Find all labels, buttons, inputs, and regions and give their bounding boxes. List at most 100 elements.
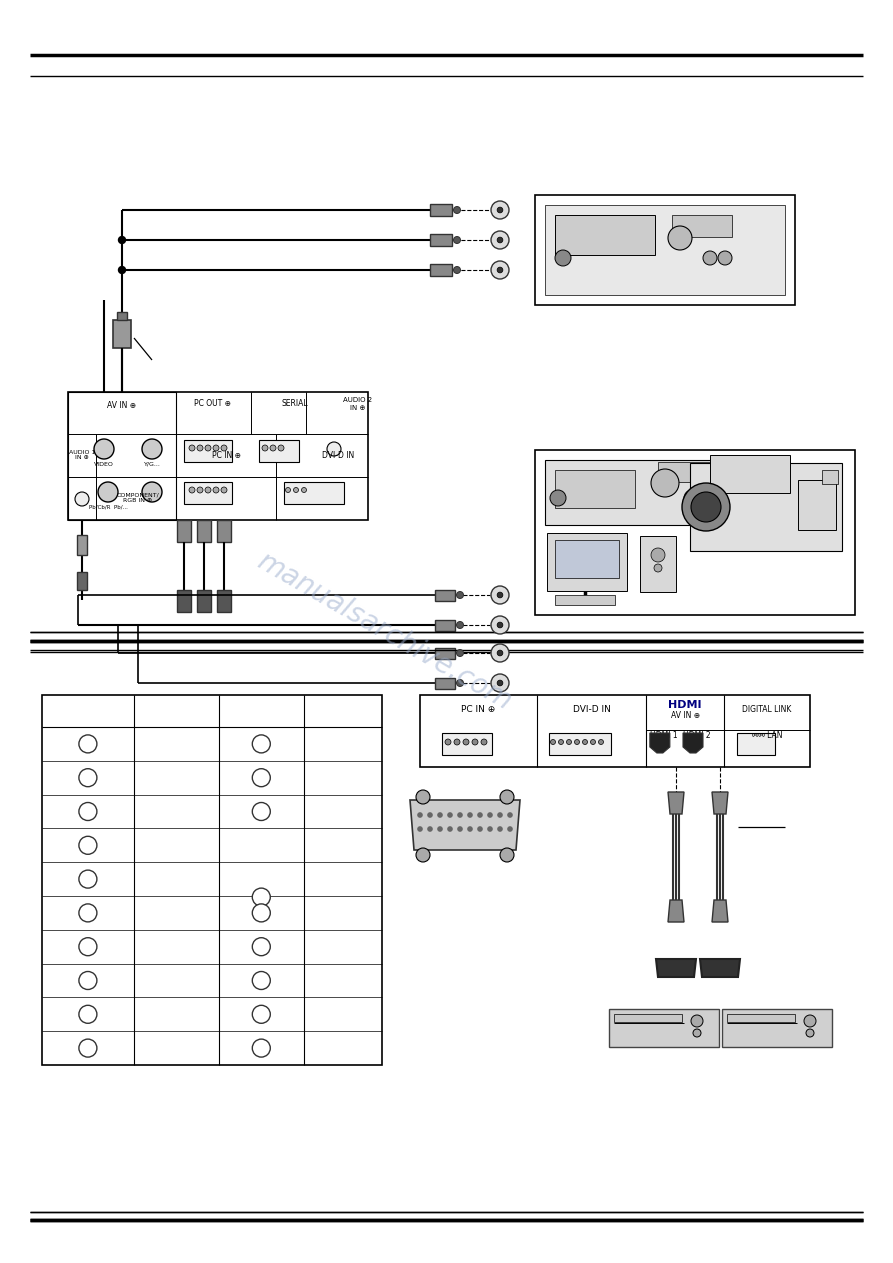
Bar: [549, 733, 611, 755]
Circle shape: [682, 482, 730, 530]
Text: PC IN ⊕: PC IN ⊕: [212, 451, 240, 460]
Circle shape: [447, 812, 453, 817]
Circle shape: [684, 490, 700, 506]
Bar: [177, 520, 191, 542]
Circle shape: [79, 937, 97, 956]
Circle shape: [456, 591, 463, 599]
Circle shape: [197, 445, 203, 451]
Bar: [555, 215, 655, 255]
Bar: [435, 648, 455, 659]
Bar: [77, 536, 87, 554]
Bar: [259, 440, 299, 462]
Circle shape: [79, 802, 97, 821]
Bar: [690, 464, 842, 551]
Circle shape: [574, 740, 580, 744]
Circle shape: [491, 644, 509, 662]
Bar: [555, 541, 619, 578]
Circle shape: [79, 769, 97, 787]
Circle shape: [119, 236, 126, 244]
Text: SERIAL: SERIAL: [281, 399, 308, 408]
Circle shape: [555, 250, 571, 266]
Circle shape: [213, 445, 219, 451]
Text: AV IN ⊕: AV IN ⊕: [107, 402, 137, 410]
Circle shape: [456, 649, 463, 657]
Circle shape: [804, 1015, 816, 1027]
Bar: [535, 195, 795, 304]
Bar: [113, 320, 131, 349]
Circle shape: [294, 488, 298, 493]
Bar: [435, 678, 455, 690]
Bar: [284, 482, 344, 504]
Circle shape: [445, 739, 451, 745]
Circle shape: [497, 237, 503, 242]
Bar: [822, 470, 838, 484]
Circle shape: [457, 826, 463, 831]
Circle shape: [598, 740, 604, 744]
Bar: [555, 595, 615, 605]
Circle shape: [205, 445, 211, 451]
Circle shape: [491, 231, 509, 249]
Circle shape: [438, 812, 443, 817]
Circle shape: [79, 904, 97, 922]
Bar: [658, 462, 718, 482]
Text: HDMI: HDMI: [669, 700, 702, 710]
Circle shape: [205, 488, 211, 493]
Circle shape: [491, 616, 509, 634]
Bar: [614, 1014, 682, 1022]
Text: VIDEO: VIDEO: [94, 461, 114, 466]
Circle shape: [478, 826, 482, 831]
Polygon shape: [668, 901, 684, 922]
Bar: [555, 470, 635, 508]
Circle shape: [454, 266, 461, 274]
Circle shape: [654, 565, 662, 572]
Circle shape: [558, 740, 563, 744]
Circle shape: [463, 739, 469, 745]
Circle shape: [691, 1015, 703, 1027]
Bar: [710, 455, 790, 493]
Circle shape: [806, 1029, 814, 1037]
Circle shape: [79, 1039, 97, 1057]
Circle shape: [497, 650, 503, 655]
Circle shape: [447, 826, 453, 831]
Circle shape: [142, 440, 162, 458]
Circle shape: [213, 488, 219, 493]
Circle shape: [119, 266, 126, 274]
Circle shape: [189, 445, 195, 451]
Circle shape: [497, 623, 503, 628]
Circle shape: [428, 826, 432, 831]
Circle shape: [79, 870, 97, 888]
Bar: [430, 264, 452, 277]
Circle shape: [478, 812, 482, 817]
Polygon shape: [650, 733, 670, 753]
Circle shape: [302, 488, 306, 493]
Bar: [184, 482, 232, 504]
Circle shape: [79, 735, 97, 753]
Bar: [197, 590, 211, 613]
Circle shape: [438, 826, 443, 831]
Circle shape: [79, 836, 97, 854]
Bar: [420, 695, 810, 767]
Text: COMPONENT/
RGB IN ⊕: COMPONENT/ RGB IN ⊕: [117, 493, 159, 504]
Text: AUDIO 1
IN ⊕: AUDIO 1 IN ⊕: [69, 450, 96, 461]
Text: HDMI 1: HDMI 1: [650, 730, 678, 740]
Circle shape: [189, 488, 195, 493]
Text: DIGITAL LINK: DIGITAL LINK: [742, 705, 792, 714]
Circle shape: [454, 206, 461, 213]
Circle shape: [472, 739, 478, 745]
Circle shape: [497, 679, 503, 686]
Bar: [68, 392, 176, 520]
Circle shape: [491, 201, 509, 218]
Bar: [442, 733, 492, 755]
Circle shape: [98, 482, 118, 501]
Circle shape: [550, 740, 555, 744]
Circle shape: [507, 826, 513, 831]
Circle shape: [500, 847, 514, 863]
Circle shape: [497, 812, 503, 817]
Circle shape: [497, 207, 503, 213]
Circle shape: [428, 812, 432, 817]
Bar: [545, 460, 745, 525]
Circle shape: [651, 469, 679, 498]
Circle shape: [691, 493, 721, 522]
Bar: [68, 392, 368, 520]
Circle shape: [454, 236, 461, 244]
